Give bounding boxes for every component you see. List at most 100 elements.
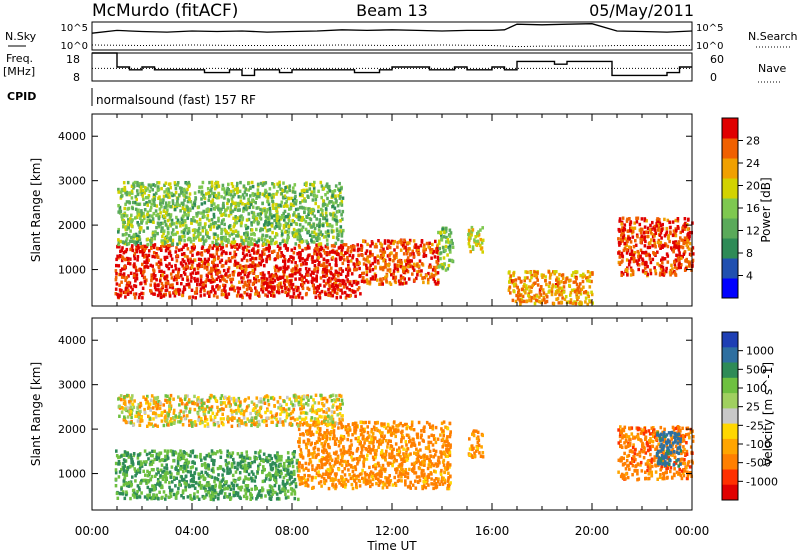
data-cell: [123, 476, 127, 480]
data-cell: [286, 222, 290, 226]
data-cell: [473, 238, 476, 242]
data-cell: [236, 187, 239, 191]
data-cell: [659, 231, 663, 235]
data-cell: [230, 182, 234, 186]
data-cell: [152, 199, 156, 204]
data-cell: [365, 270, 369, 274]
data-cell: [283, 204, 286, 208]
data-cell: [183, 272, 187, 276]
data-cell: [163, 255, 167, 260]
data-cell: [328, 276, 331, 281]
data-cell: [202, 496, 206, 500]
data-cell: [322, 248, 326, 253]
data-cell: [256, 182, 260, 187]
data-cell: [417, 247, 420, 252]
data-cell: [633, 226, 637, 230]
data-cell: [148, 493, 151, 497]
data-cell: [278, 203, 282, 207]
data-cell: [342, 254, 345, 258]
data-cell: [163, 219, 167, 224]
data-cell: [319, 213, 323, 217]
data-cell: [379, 282, 382, 286]
data-cell: [403, 238, 406, 242]
data-cell: [643, 225, 647, 229]
data-cell: [180, 262, 183, 266]
data-cell: [263, 208, 266, 213]
data-cell: [155, 252, 158, 256]
data-cell: [215, 252, 219, 256]
data-cell: [329, 279, 332, 283]
colorbar-swatch: [722, 218, 738, 239]
data-cell: [245, 496, 248, 501]
data-cell: [115, 491, 119, 496]
data-cell: [436, 278, 440, 282]
data-cell: [124, 191, 127, 195]
data-cell: [151, 198, 154, 202]
data-cell: [232, 241, 235, 245]
data-cell: [303, 197, 306, 201]
data-cell: [331, 273, 335, 277]
data-cell: [130, 220, 133, 224]
data-cell: [136, 189, 139, 193]
data-cell: [223, 285, 226, 290]
data-cell: [138, 230, 141, 234]
data-cell: [262, 459, 265, 464]
data-cell: [261, 250, 264, 254]
data-cell: [548, 281, 551, 285]
data-cell: [247, 477, 251, 481]
data-cell: [202, 212, 205, 217]
data-cell: [322, 274, 325, 278]
data-cell: [229, 259, 232, 263]
data-cell: [166, 449, 170, 453]
data-cell: [354, 294, 357, 298]
data-cell: [208, 194, 211, 199]
data-cell: [197, 257, 201, 261]
data-cell: [208, 244, 212, 248]
data-cell: [280, 251, 283, 255]
data-cell: [282, 223, 286, 228]
data-cell: [588, 274, 592, 279]
data-cell: [652, 238, 656, 243]
data-cell: [480, 241, 484, 245]
data-cell: [439, 256, 442, 261]
data-cell: [259, 207, 262, 212]
data-cell: [660, 236, 663, 240]
data-cell: [376, 428, 379, 433]
data-cell: [156, 185, 160, 189]
data-cell: [341, 278, 345, 283]
data-cell: [222, 268, 226, 273]
data-cell: [202, 239, 206, 243]
data-cell: [271, 274, 275, 278]
data-cell: [227, 266, 231, 270]
data-cell: [297, 295, 301, 299]
data-cell: [206, 234, 209, 239]
data-cell: [288, 207, 291, 211]
data-cell: [432, 434, 436, 438]
data-cell: [300, 274, 303, 278]
data-cell: [282, 467, 286, 471]
data-cell: [219, 450, 223, 455]
data-cell: [340, 200, 344, 204]
data-cell: [275, 192, 278, 196]
data-cell: [322, 264, 326, 268]
data-cell: [207, 218, 211, 223]
data-cell: [226, 449, 229, 453]
data-cell: [203, 477, 206, 482]
data-cell: [127, 191, 130, 195]
data-cell: [364, 251, 368, 255]
data-cell: [118, 462, 122, 466]
data-cell: [242, 238, 245, 243]
data-cell: [196, 271, 200, 275]
data-cell: [361, 437, 365, 441]
data-cell: [226, 201, 229, 206]
data-cell: [268, 458, 271, 462]
data-cell: [661, 256, 664, 260]
data-cell: [297, 497, 300, 502]
data-cell: [246, 242, 250, 246]
data-cell: [360, 248, 363, 252]
data-cell: [230, 232, 234, 236]
data-cell: [189, 250, 192, 254]
data-cell: [451, 241, 454, 246]
data-cell: [301, 199, 304, 203]
